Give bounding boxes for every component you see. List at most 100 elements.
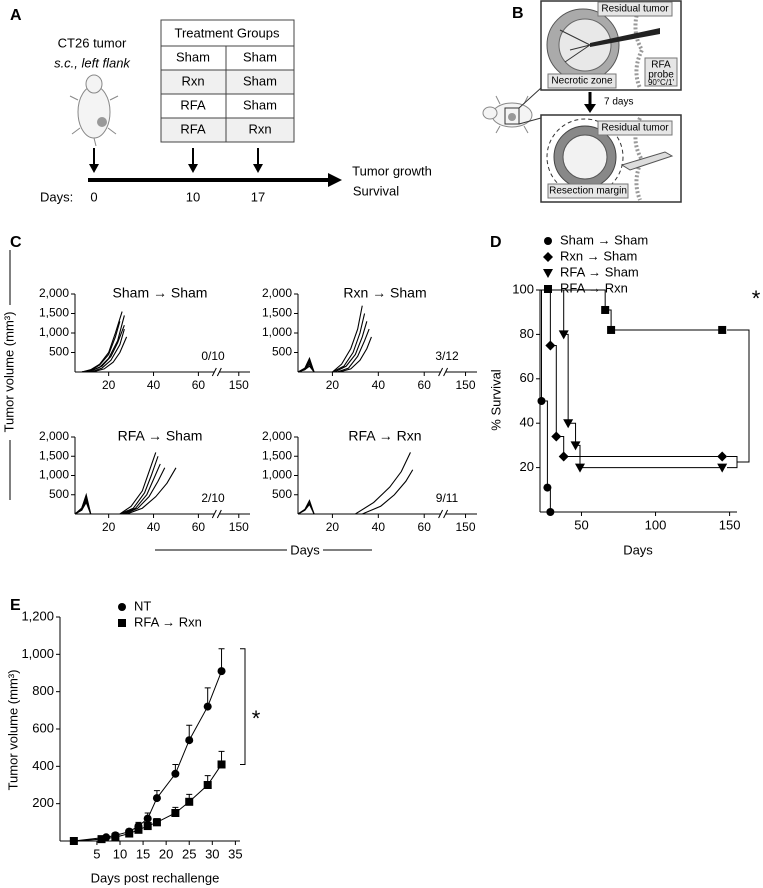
y-tick-label: 2,000 bbox=[262, 429, 292, 443]
marker bbox=[143, 822, 152, 831]
x-tick-label: 60 bbox=[418, 378, 432, 392]
diagram-label: Residual tumor bbox=[601, 123, 669, 134]
marker bbox=[543, 483, 552, 492]
x-tick-label: 60 bbox=[192, 378, 206, 392]
x-tick-label: 40 bbox=[147, 378, 161, 392]
tumor-curve bbox=[297, 313, 366, 373]
y-tick-label: 100 bbox=[512, 281, 534, 296]
chart-title: RFA → Sham bbox=[118, 428, 203, 444]
tumor-text: CT26 tumor bbox=[58, 35, 127, 50]
y-tick-label: 80 bbox=[520, 326, 534, 341]
table-cell: Sham bbox=[176, 49, 210, 64]
x-tick-label: 60 bbox=[418, 520, 432, 534]
mouse-icon bbox=[482, 87, 542, 134]
marker bbox=[97, 835, 106, 844]
marker bbox=[551, 431, 562, 442]
y-tick-label: 400 bbox=[32, 758, 54, 773]
x-tick-label: 20 bbox=[102, 520, 116, 534]
table-cell: Sham bbox=[243, 49, 277, 64]
marker bbox=[217, 667, 226, 676]
y-tick-label: 500 bbox=[49, 345, 69, 359]
panel-a: A CT26 tumor s.c., left flank Treatment … bbox=[10, 7, 432, 204]
treatment-table bbox=[160, 19, 295, 143]
axis-break bbox=[211, 509, 222, 519]
legend-marker bbox=[544, 237, 552, 245]
y-tick-label: 1,200 bbox=[21, 608, 54, 623]
marker bbox=[171, 809, 180, 817]
y-tick-label: 800 bbox=[32, 683, 54, 698]
y-tick-label: 1,000 bbox=[262, 468, 292, 482]
y-tick-label: 600 bbox=[32, 720, 54, 735]
y-tick-label: 2,000 bbox=[262, 286, 292, 300]
legend-marker bbox=[543, 252, 553, 262]
x-tick-label: 150 bbox=[456, 378, 476, 392]
legend-marker bbox=[544, 285, 552, 293]
y-tick-label: 2,000 bbox=[39, 429, 69, 443]
diagram-label: Resection margin bbox=[549, 186, 627, 197]
panel-label: C bbox=[10, 234, 22, 251]
annotation: 9/11 bbox=[436, 491, 459, 505]
y-tick-label: 1,500 bbox=[262, 448, 292, 462]
x-tick-label: 40 bbox=[147, 520, 161, 534]
axis-break bbox=[438, 509, 449, 519]
survival-curve bbox=[540, 289, 723, 331]
x-tick-label: 35 bbox=[228, 846, 242, 861]
marker bbox=[717, 463, 728, 473]
chart-title: RFA → Rxn bbox=[348, 428, 421, 444]
y-tick-label: 1,000 bbox=[21, 646, 54, 661]
outcome-text: Survival bbox=[353, 183, 399, 198]
y-tick-label: 1,000 bbox=[262, 325, 292, 339]
x-tick-label: 40 bbox=[372, 378, 386, 392]
marker bbox=[607, 325, 616, 334]
tumor-curve bbox=[297, 469, 414, 515]
marker bbox=[125, 829, 134, 838]
y-axis-label: Tumor volume (mm³) bbox=[1, 312, 16, 433]
marker bbox=[570, 441, 581, 451]
legend-label: RFA → Sham bbox=[560, 264, 639, 279]
x-axis-label: Days post rechallenge bbox=[91, 870, 220, 885]
chart-title: Rxn → Sham bbox=[343, 285, 426, 301]
y-tick-label: 1,500 bbox=[39, 448, 69, 462]
marker bbox=[152, 818, 161, 827]
legend-marker bbox=[543, 269, 553, 278]
tumor-curve bbox=[297, 321, 368, 373]
day-text: 10 bbox=[186, 189, 200, 204]
y-tick-label: 40 bbox=[520, 415, 534, 430]
marker bbox=[217, 760, 226, 769]
marker bbox=[143, 814, 152, 823]
x-tick-label: 10 bbox=[113, 846, 127, 861]
x-axis-label: Days bbox=[623, 542, 653, 557]
y-tick-label: 200 bbox=[32, 795, 54, 810]
legend-label: Sham → Sham bbox=[560, 232, 648, 247]
marker bbox=[185, 797, 194, 806]
tumor-curve bbox=[74, 467, 177, 515]
days-label: Days: bbox=[40, 189, 73, 204]
tumor-curve bbox=[81, 325, 125, 373]
day-text: 17 bbox=[251, 189, 265, 204]
marker bbox=[152, 794, 161, 803]
y-tick-label: 500 bbox=[272, 345, 292, 359]
day-text: 0 bbox=[90, 189, 97, 204]
x-tick-label: 40 bbox=[372, 520, 386, 534]
annotation: 3/12 bbox=[435, 349, 459, 363]
annotation: * bbox=[752, 286, 761, 311]
axis-break bbox=[211, 367, 222, 377]
x-tick-label: 150 bbox=[456, 520, 476, 534]
y-tick-label: 60 bbox=[520, 370, 534, 385]
diagram-label: probe bbox=[648, 70, 674, 81]
legend-marker bbox=[118, 603, 126, 611]
panel-label: D bbox=[490, 234, 502, 251]
x-tick-label: 20 bbox=[326, 520, 340, 534]
x-tick-label: 15 bbox=[136, 846, 150, 861]
table-cell: RFA bbox=[180, 97, 206, 112]
marker bbox=[574, 463, 585, 473]
x-tick-label: 50 bbox=[574, 517, 588, 532]
legend-label: RFA → Rxn bbox=[560, 280, 628, 295]
table-cell: Rxn bbox=[248, 121, 271, 136]
marker bbox=[717, 451, 728, 462]
y-tick-label: 2,000 bbox=[39, 286, 69, 300]
marker bbox=[69, 837, 78, 845]
marker bbox=[601, 305, 610, 314]
rfa-diagram bbox=[540, 0, 682, 203]
